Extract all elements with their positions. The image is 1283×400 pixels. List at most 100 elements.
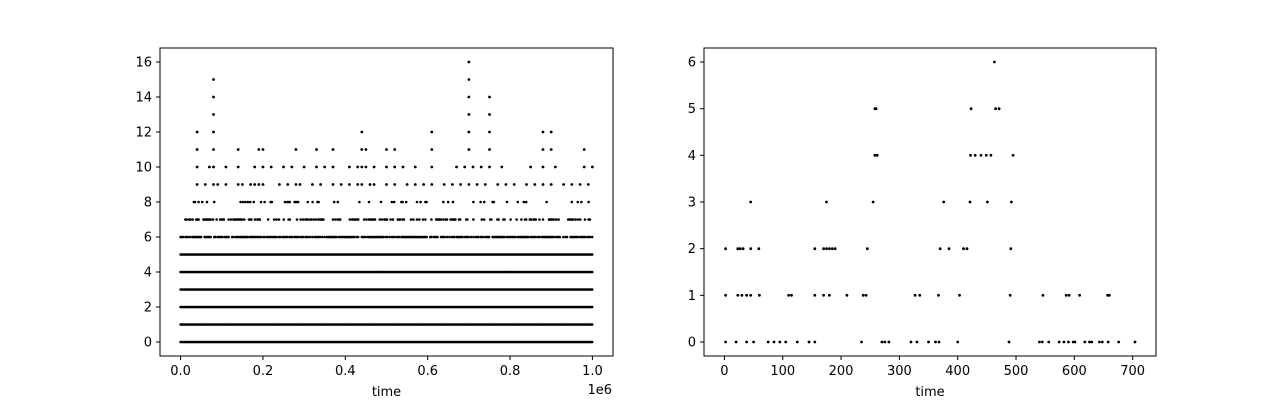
left-data-point [469,235,473,239]
right-data-point [738,247,742,251]
left-data-point [583,218,587,221]
left-data-point [197,200,200,204]
right-data-point [822,293,825,297]
right-data-point [828,247,831,251]
left-data-point [488,95,491,99]
left-data-point [295,218,299,221]
right-data-point [973,153,977,157]
left-y-tick-label: 6 [144,231,152,246]
right-data-point [956,340,960,344]
left-data-point [242,218,246,221]
right-data-point [1047,340,1051,344]
left-data-point [425,200,428,204]
left-data-point [209,235,212,239]
right-data-point [778,340,782,344]
right-data-point [937,340,941,344]
left-data-point [257,148,261,151]
left-data-point [319,183,322,186]
right-data-point [864,293,868,297]
right-data-point [740,293,744,297]
left-data-point [253,165,257,169]
left-data-point [463,165,467,169]
left-data-point [224,165,228,169]
left-data-point [348,218,352,221]
left-data-point [200,200,204,204]
left-data-point [454,218,457,221]
right-data-point [969,153,972,157]
right-y-tick-label: 2 [688,242,696,257]
left-data-point [418,218,421,221]
left-data-point [302,165,306,169]
left-x-axis-ticks: 0.0 0.2 0.4 0.6 0.8 1.0 [170,356,603,379]
left-data-point [578,218,582,221]
left-data-point [249,183,253,186]
left-data-point [212,200,216,204]
left-data-point [397,235,401,239]
left-data-point [549,183,553,186]
right-data-point [968,200,972,204]
left-data-point [467,60,471,64]
right-x-tick-label: 400 [945,364,970,379]
right-data-point [758,293,761,297]
left-y-tick-label: 12 [135,126,152,141]
right-data-point [962,247,965,251]
left-x-tick-label: 0.2 [253,364,274,379]
left-data-point [505,200,509,204]
right-scatter-chart: 0 100 200 300 400 500 600 700 0 1 2 3 4 5 6 time [688,47,1157,400]
left-data-point [451,183,454,186]
right-x-tick-label: 600 [1062,364,1087,379]
left-x-tick-label: 1.0 [582,364,603,379]
right-data-point [994,107,997,111]
left-data-point [270,200,274,204]
left-data-point [212,165,215,169]
left-data-point [422,183,425,186]
left-data-point [272,218,276,221]
left-data-point [590,235,594,239]
left-data-point [373,218,377,221]
left-data-point [208,165,211,169]
left-data-point [516,200,520,204]
left-data-point [301,218,305,221]
left-data-point [286,183,290,186]
left-data-point [545,200,548,204]
left-data-point [467,113,471,116]
left-data-point [362,218,366,221]
right-data-point [915,340,919,344]
left-data-point [487,235,491,239]
left-data-point [488,113,491,116]
left-data-point [348,165,351,169]
left-data-point [181,235,185,239]
left-data-point [520,218,523,221]
right-data-point [724,247,727,251]
left-data-point [515,218,518,221]
right-data-point [909,340,913,344]
left-data-point [282,218,286,221]
left-data-point [246,200,250,204]
right-data-point [861,293,865,297]
left-data-point [358,200,361,204]
left-data-point [467,78,471,81]
left-data-point [215,218,218,221]
left-data-point [529,165,532,169]
right-data-point [938,247,942,251]
left-data-point [492,200,496,204]
left-data-point [391,218,395,221]
left-data-point [590,340,594,344]
right-data-point [937,293,940,297]
left-data-point [356,235,360,239]
left-data-point [509,218,512,221]
right-data-point [1090,340,1094,344]
left-data-point [372,165,376,169]
left-data-point [459,183,462,186]
left-data-point [320,235,324,239]
left-data-point [409,218,413,221]
left-data-point [283,200,287,204]
left-data-point [312,218,316,221]
left-data-point [212,113,215,116]
right-data-point [813,293,817,297]
left-data-point [525,183,528,186]
right-data-point [724,293,727,297]
right-data-point [825,200,828,204]
left-data-point [488,148,491,151]
left-data-point [232,235,235,239]
